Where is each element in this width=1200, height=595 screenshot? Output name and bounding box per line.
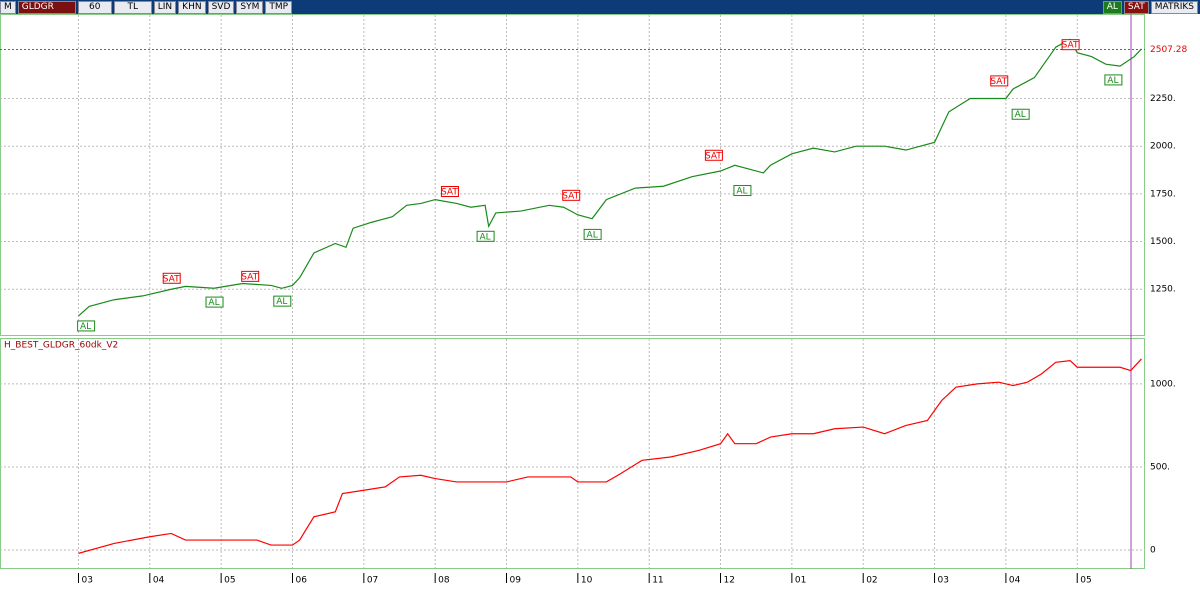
tool-button[interactable]: SVD bbox=[207, 0, 235, 14]
x-tick-label: 09 bbox=[510, 576, 522, 586]
x-tick-label: 08 bbox=[438, 576, 450, 586]
x-tick-label: 02 bbox=[866, 576, 877, 586]
signal-box bbox=[162, 272, 181, 284]
x-tick-label: 06 bbox=[295, 576, 307, 586]
signal-label: SAT bbox=[990, 77, 1007, 87]
signal-label: AL bbox=[208, 298, 219, 308]
currency-button[interactable]: TL bbox=[113, 0, 152, 14]
sell-button[interactable]: SAT bbox=[1123, 0, 1149, 14]
x-tick-label: 03 bbox=[81, 576, 92, 586]
y-tick-label: 500. bbox=[1150, 462, 1170, 472]
x-tick-label: 04 bbox=[153, 576, 165, 586]
price-panel bbox=[0, 14, 1145, 336]
signal-box bbox=[241, 270, 260, 282]
signal-label: SAT bbox=[1062, 41, 1079, 51]
signal-box bbox=[205, 296, 224, 308]
signal-box bbox=[273, 295, 292, 307]
signal-label: SAT bbox=[441, 188, 458, 198]
x-tick-label: 10 bbox=[581, 576, 593, 586]
toolbar-right: AL SAT MATRIKS bbox=[1102, 0, 1200, 14]
signal-box bbox=[440, 186, 459, 198]
signal-label: AL bbox=[1107, 76, 1118, 86]
signal-box bbox=[583, 228, 602, 240]
signal-label: AL bbox=[276, 297, 287, 307]
signal-box bbox=[77, 320, 96, 332]
signal-box bbox=[1104, 74, 1123, 86]
signal-label: AL bbox=[1015, 110, 1026, 120]
indicator-title: H_BEST_GLDGR_60dk_V2 bbox=[4, 341, 118, 351]
tool-button[interactable]: SYM bbox=[236, 0, 264, 14]
y-tick-label: 1750. bbox=[1150, 189, 1176, 199]
x-tick-label: 11 bbox=[652, 576, 663, 586]
price-line bbox=[78, 38, 1142, 317]
signal-label: SAT bbox=[705, 151, 722, 161]
signal-box bbox=[733, 185, 752, 197]
last-price-label: 2507.28 bbox=[1150, 45, 1187, 55]
signal-box bbox=[704, 149, 723, 161]
y-tick-label: 1250. bbox=[1150, 285, 1176, 295]
signal-box bbox=[1061, 39, 1080, 51]
signal-box bbox=[990, 75, 1009, 87]
y-tick-label: 1000. bbox=[1150, 379, 1176, 389]
charts: H_BEST_GLDGR_60dk_V2 1250. 1500. 1750. 2000… bbox=[0, 14, 1187, 586]
x-tick-label: 07 bbox=[367, 576, 378, 586]
symbol-field[interactable]: GLDGR bbox=[17, 0, 76, 14]
x-tick-label: 01 bbox=[795, 576, 806, 586]
tool-button[interactable]: LIN bbox=[153, 0, 177, 14]
y-tick-label: 1500. bbox=[1150, 237, 1176, 247]
menu-button[interactable]: M bbox=[0, 0, 16, 14]
signal-label: SAT bbox=[241, 272, 258, 282]
indicator-panel bbox=[0, 338, 1145, 569]
y-tick-label: 2250. bbox=[1150, 94, 1176, 104]
buy-button[interactable]: AL bbox=[1102, 0, 1122, 14]
signal-label: SAT bbox=[562, 191, 579, 201]
x-tick-label: 05 bbox=[1080, 576, 1091, 586]
period-button[interactable]: 60 bbox=[77, 0, 112, 14]
signal-label: AL bbox=[80, 322, 91, 332]
y-tick-label: 0 bbox=[1150, 546, 1156, 556]
signal-label: AL bbox=[736, 187, 747, 197]
tool-button[interactable]: KHN bbox=[178, 0, 206, 14]
signal-label: AL bbox=[587, 230, 598, 240]
signal-label: SAT bbox=[163, 274, 180, 284]
x-tick-label: 04 bbox=[1009, 576, 1021, 586]
y-tick-label: 2000. bbox=[1150, 142, 1176, 152]
signal-box bbox=[562, 189, 581, 201]
signal-label: AL bbox=[480, 232, 491, 242]
brand: MATRIKS bbox=[1150, 0, 1198, 14]
tool-button[interactable]: TMP bbox=[265, 0, 293, 14]
x-tick-label: 03 bbox=[938, 576, 949, 586]
price-line bbox=[78, 358, 1142, 554]
x-tick-label: 05 bbox=[224, 576, 235, 586]
signal-box bbox=[1011, 108, 1030, 120]
x-tick-label: 12 bbox=[724, 576, 735, 586]
toolbar: M GLDGR 60 TL LIN KHN SVD SYM TMP AL SAT… bbox=[0, 0, 1200, 14]
signal-box bbox=[476, 230, 495, 242]
